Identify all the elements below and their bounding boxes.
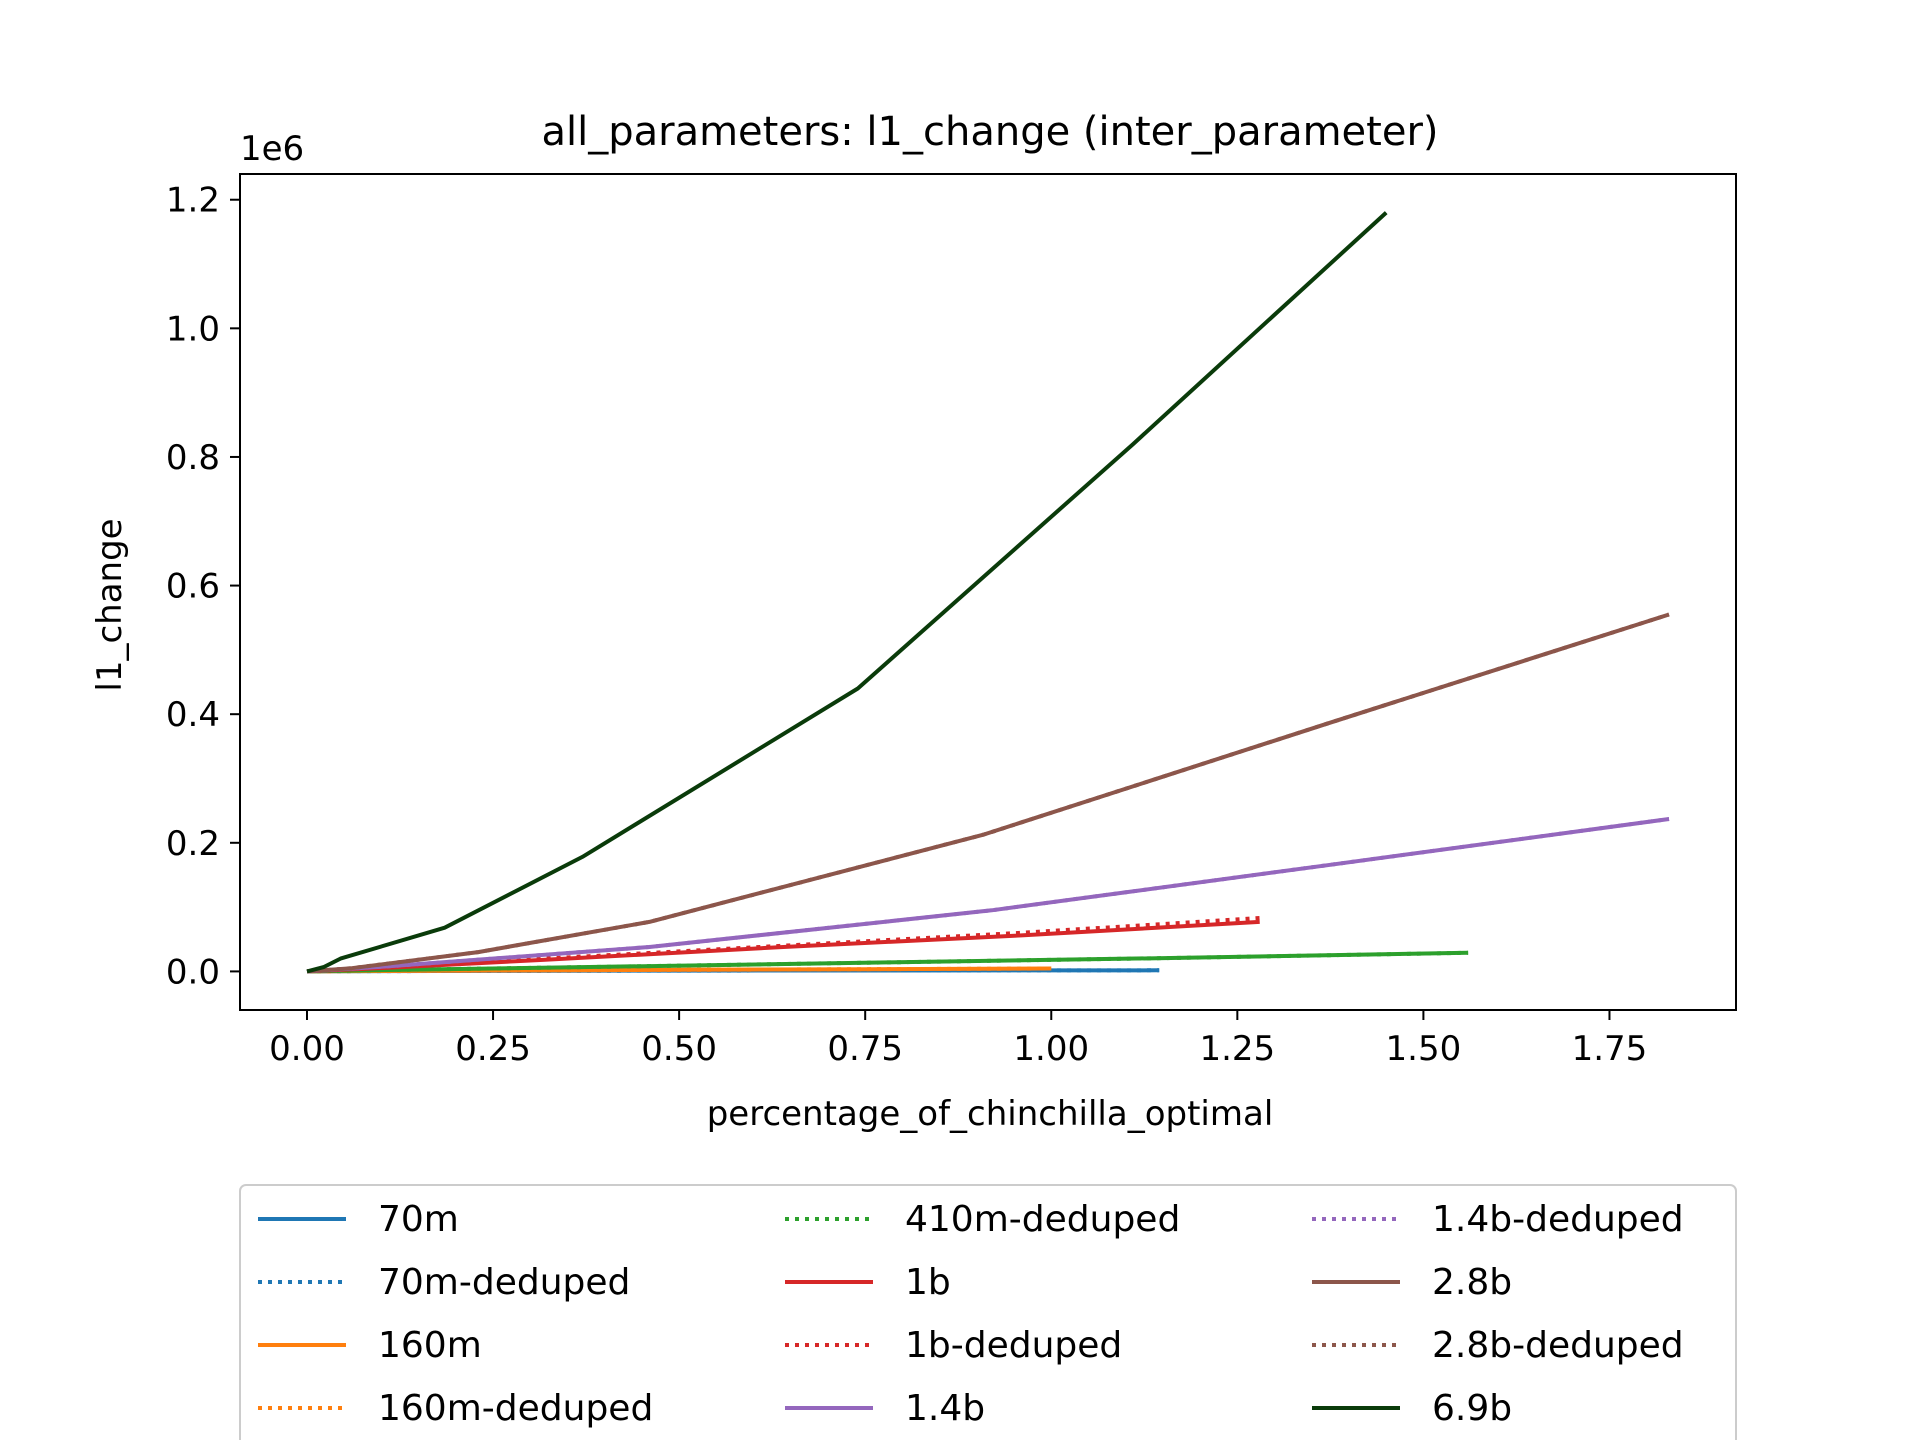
legend-label: 70m <box>378 1199 459 1240</box>
x-tick-label: 0.25 <box>455 1029 531 1069</box>
series-line-1.4b-deduped <box>306 817 1670 974</box>
x-tick-label: 0.75 <box>827 1029 903 1069</box>
y-tick-label: 0.4 <box>166 695 220 735</box>
y-tick-label: 1.0 <box>166 309 220 349</box>
y-axis: 0.0 0.2 0.4 0.6 0.8 1.0 1.2 <box>166 181 240 992</box>
x-axis: 0.00 0.25 0.50 0.75 1.00 1.25 1.50 1.75 <box>269 1010 1647 1069</box>
x-tick-label: 0.00 <box>269 1029 345 1069</box>
x-axis-label: percentage_of_chinchilla_optimal <box>707 1094 1274 1134</box>
plot-frame <box>239 173 1737 1011</box>
series-line-2.8b <box>306 612 1670 974</box>
legend-label: 160m <box>378 1325 482 1366</box>
y-tick-label: 0.6 <box>166 567 220 607</box>
y-tick-label: 1.2 <box>166 181 220 221</box>
chart-title: all_parameters: l1_change (inter_paramet… <box>541 109 1438 155</box>
legend: 70m 70m-deduped 160m 160m-deduped 410m-dedup… <box>239 1184 1737 1440</box>
x-tick-label: 1.75 <box>1572 1029 1648 1069</box>
legend-label: 70m-deduped <box>378 1262 630 1303</box>
y-tick-label: 0.2 <box>166 824 220 864</box>
x-tick-label: 1.00 <box>1013 1029 1089 1069</box>
legend-label: 410m-deduped <box>905 1199 1180 1240</box>
legend-label: 1.4b-deduped <box>1432 1199 1684 1240</box>
legend-label: 1b-deduped <box>905 1325 1122 1366</box>
x-tick-label: 1.50 <box>1386 1029 1462 1069</box>
legend-label: 6.9b <box>1432 1388 1512 1429</box>
x-tick-label: 0.50 <box>641 1029 717 1069</box>
y-tick-label: 0.0 <box>166 952 220 992</box>
y-axis-label: l1_change <box>90 518 130 691</box>
legend-label: 1.4b <box>905 1388 985 1429</box>
plot-area <box>306 211 1670 974</box>
x-tick-label: 1.25 <box>1199 1029 1275 1069</box>
legend-label: 1b <box>905 1262 951 1303</box>
legend-label: 2.8b <box>1432 1262 1512 1303</box>
y-offset-label: 1e6 <box>240 129 304 169</box>
series-line-6.9b <box>306 211 1388 974</box>
series-line-2.8b-deduped <box>306 612 1670 974</box>
legend-label: 2.8b-deduped <box>1432 1325 1684 1366</box>
y-tick-label: 0.8 <box>166 438 220 478</box>
legend-box <box>239 1184 1737 1440</box>
legend-label: 160m-deduped <box>378 1388 653 1429</box>
